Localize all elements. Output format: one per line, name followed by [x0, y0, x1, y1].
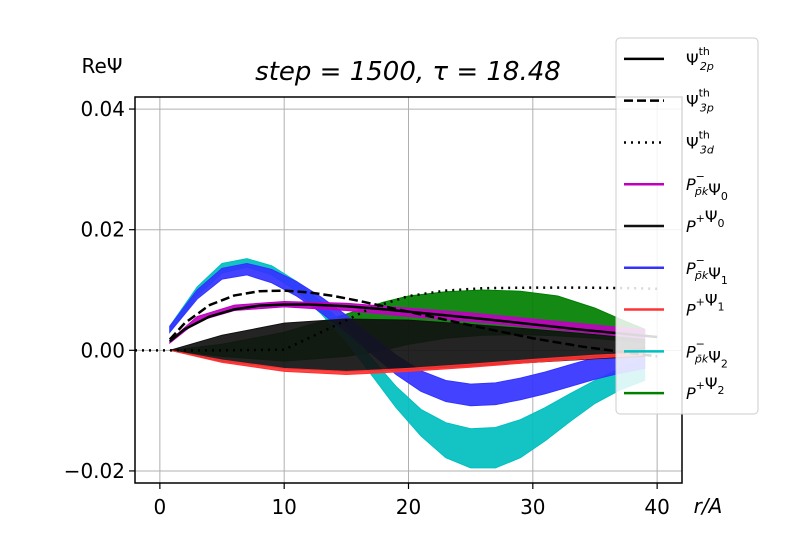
y-tick-label: −0.02	[64, 459, 125, 483]
x-tick-label: 10	[271, 495, 296, 519]
legend-label: P+Ψ2	[686, 374, 724, 403]
series-line-0	[169, 303, 658, 343]
legend-label: P+Ψ1	[686, 291, 724, 320]
y-tick-label: 0.02	[80, 218, 125, 242]
legend-label: Ψth 2p	[686, 45, 714, 73]
x-tick-label: 0	[153, 495, 166, 519]
legend-item: P+Ψ1	[624, 291, 724, 320]
legend-label: P− p̄kΨ1	[686, 254, 728, 287]
x-axis-label: r/A	[694, 494, 723, 518]
legend-label: P− p̄kΨ2	[686, 337, 728, 370]
legend-label: Ψth 3p	[686, 87, 714, 115]
legend-item: Ψth 3d	[624, 128, 715, 156]
legend-item: P+Ψ2	[624, 374, 724, 403]
legend-label: P− p̄kΨ0	[686, 170, 728, 203]
x-tick-label: 40	[644, 495, 669, 519]
legend-box	[615, 37, 759, 415]
data-layer	[135, 258, 658, 469]
legend-item: Ψth 3p	[624, 87, 714, 115]
legend-item: P− p̄kΨ2	[624, 337, 728, 370]
y-tick-label: 0.04	[80, 97, 125, 121]
legend-item: Ψth 2p	[624, 45, 714, 73]
legend-label: Ψth 3d	[686, 128, 715, 156]
ticks: 0 10 20 30 40 −0.02 0.00 0.02 0.04	[64, 97, 670, 519]
legend-item: P− p̄kΨ1	[624, 254, 728, 287]
y-axis-label: ReΨ	[81, 54, 122, 78]
series-line-1	[168, 289, 658, 358]
legend: Ψth 2p Ψth 3p Ψth 3d P− p̄kΨ0 P+Ψ0 P− p̄kΨ1 P+Ψ1 P− p…	[615, 37, 759, 415]
legend-item: P− p̄kΨ0	[624, 170, 728, 203]
legend-label: P+Ψ0	[686, 207, 724, 236]
x-tick-label: 30	[520, 495, 545, 519]
chart-title: step = 1500, τ = 18.48	[255, 57, 561, 87]
x-tick-label: 20	[396, 495, 421, 519]
legend-item: P+Ψ0	[624, 207, 724, 236]
y-tick-label: 0.00	[80, 338, 125, 362]
